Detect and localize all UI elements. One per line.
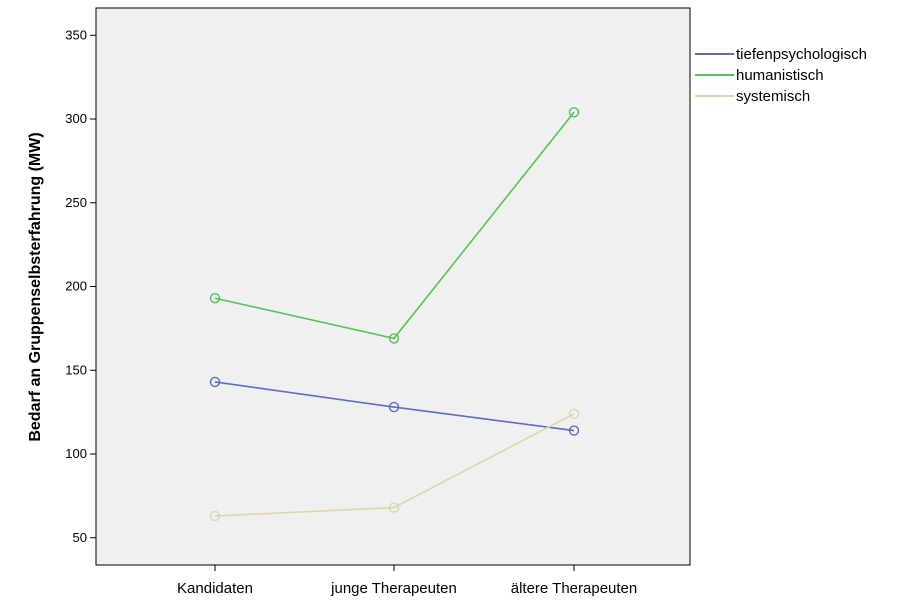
y-tick-label: 100: [65, 446, 87, 461]
y-axis-label: Bedarf an Gruppenselbsterfahrung (MW): [27, 132, 44, 441]
data-point: [388, 333, 400, 344]
legend-item: systemisch: [695, 88, 810, 105]
legend: tiefenpsychologisch humanistisch systemisc…: [695, 46, 867, 105]
data-point: [209, 376, 221, 388]
x-tick-label: ältere Therapeuten: [511, 580, 637, 597]
legend-label: systemisch: [736, 88, 810, 105]
legend-label: humanistisch: [736, 67, 824, 84]
legend-item: humanistisch: [695, 67, 824, 84]
series-line: [214, 111, 575, 340]
data-point: [209, 510, 221, 522]
y-axis: 50 100 150 200 250 300 350: [65, 27, 96, 545]
series-humanistisch: [209, 107, 580, 344]
y-tick-label: 200: [65, 279, 87, 294]
y-tick-label: 50: [73, 530, 87, 545]
y-tick-label: 300: [65, 111, 87, 126]
legend-label: tiefenpsychologisch: [736, 46, 867, 63]
series-line: [214, 413, 575, 517]
data-point: [209, 293, 221, 304]
plot-area: [95, 7, 691, 566]
x-axis: Kandidaten junge Therapeuten ältere Therap…: [177, 565, 637, 597]
data-point: [388, 502, 400, 513]
x-tick-label: Kandidaten: [177, 580, 253, 597]
series-line: [214, 381, 575, 432]
data-point: [568, 107, 580, 118]
data-point: [568, 425, 580, 436]
y-tick-label: 150: [65, 362, 87, 377]
series-layer: [209, 107, 580, 522]
legend-item: tiefenpsychologisch: [695, 46, 867, 63]
x-tick-label: junge Therapeuten: [330, 580, 457, 597]
y-tick-label: 250: [65, 195, 87, 210]
y-tick-label: 350: [65, 27, 87, 42]
series-tiefenpsychologisch: [209, 376, 580, 436]
data-point: [388, 401, 400, 413]
series-systemisch: [209, 408, 580, 522]
data-point: [568, 408, 580, 419]
